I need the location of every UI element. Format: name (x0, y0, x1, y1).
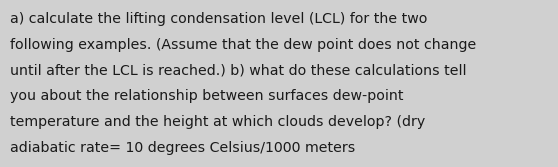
Text: you about the relationship between surfaces dew-point: you about the relationship between surfa… (10, 89, 403, 103)
Text: adiabatic rate= 10 degrees Celsius/1000 meters: adiabatic rate= 10 degrees Celsius/1000 … (10, 141, 355, 155)
Text: until after the LCL is reached.) b) what do these calculations tell: until after the LCL is reached.) b) what… (10, 63, 466, 77)
Text: a) calculate the lifting condensation level (LCL) for the two: a) calculate the lifting condensation le… (10, 12, 427, 26)
Text: temperature and the height at which clouds develop? (dry: temperature and the height at which clou… (10, 115, 425, 129)
Text: following examples. (Assume that the dew point does not change: following examples. (Assume that the dew… (10, 38, 477, 52)
